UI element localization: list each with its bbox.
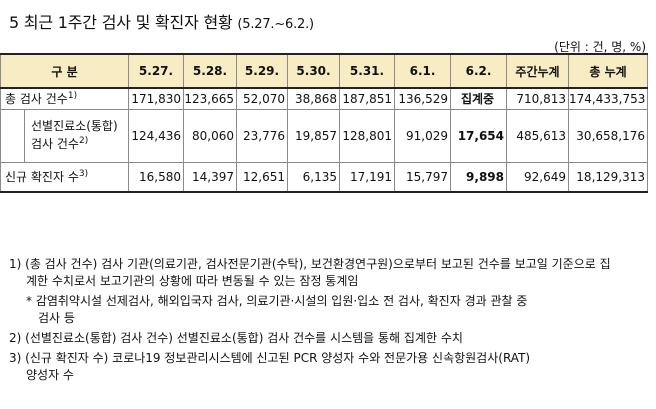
title-main: 5 최근 1주간 검사 및 확진자 현황	[9, 13, 238, 32]
table-cell-highlight: 9,898	[450, 161, 508, 193]
table-row-total-tests: 총 검사 건수1) 171,830 123,665 52,070 38,868 …	[0, 87, 649, 110]
table-header-row: 구 분 5.27. 5.28. 5.29. 5.30. 5.31. 6.1. 6…	[0, 53, 649, 89]
header-cell: 6.2.	[450, 53, 508, 89]
table-cell: 18,129,313	[568, 161, 649, 193]
table-cell: 124,436	[128, 108, 185, 163]
title-period: (5.27.~6.2.)	[237, 17, 314, 32]
header-cell: 6.1.	[394, 53, 452, 89]
table-cell: 92,649	[506, 161, 570, 193]
header-weekly-total: 주간누계	[506, 53, 570, 89]
table-cell: 80,060	[183, 108, 238, 163]
header-cell: 5.31.	[339, 53, 396, 89]
footnote-3: 3) (신규 확진자 수) 코로나19 정보관리시스템에 신고된 PCR 양성자…	[9, 351, 531, 382]
header-cell: 5.29.	[236, 53, 289, 89]
footnotes: 1) (총 검사 건수) 검사 기관(의료기관, 검사전문기관(수탁), 보건환…	[9, 256, 649, 387]
table-cell: 15,797	[394, 161, 452, 193]
table-cell: 128,801	[339, 108, 396, 163]
table-cell: 16,580	[128, 161, 185, 193]
header-cell: 5.30.	[287, 53, 341, 89]
stats-table: 구 분 5.27. 5.28. 5.29. 5.30. 5.31. 6.1. 6…	[0, 53, 649, 193]
table-cell: 30,658,176	[568, 108, 649, 163]
table-cell: 91,029	[394, 108, 452, 163]
unit-label: (단위 : 건, 명, %)	[554, 40, 646, 54]
table-cell: 485,613	[506, 108, 570, 163]
table-cell-highlight: 17,654	[450, 108, 508, 163]
row-label: 총 검사 건수1)	[0, 87, 130, 110]
section-title: 5 최근 1주간 검사 및 확진자 현황 (5.27.~6.2.)	[9, 9, 314, 33]
footnote-1: 1) (총 검사 건수) 검사 기관(의료기관, 검사전문기관(수탁), 보건환…	[9, 257, 611, 288]
table-cell: 19,857	[287, 108, 341, 163]
table-cell: 14,397	[183, 161, 238, 193]
table-cell: 136,529	[394, 87, 452, 110]
table-cell: 23,776	[236, 108, 289, 163]
header-cell: 5.27.	[128, 53, 185, 89]
footnote-2: 2) (선별진료소(통합) 검사 건수) 선별진료소(통합) 검사 건수를 시스…	[9, 331, 463, 345]
table-cell: 710,813	[506, 87, 570, 110]
footnote-1-detail: * 감염취약시설 선제검사, 해외입국자 검사, 의료기관·시설의 입원·입소 …	[26, 294, 528, 325]
table-cell: 38,868	[287, 87, 341, 110]
row-label: 신규 확진자 수3)	[0, 161, 130, 193]
table-cell: 123,665	[183, 87, 238, 110]
indent-cell	[0, 109, 25, 162]
table-row-new-confirmed: 신규 확진자 수3) 16,580 14,397 12,651 6,135 17…	[0, 161, 649, 193]
table-cell-pending: 집계중	[450, 87, 508, 110]
header-cell: 5.28.	[183, 53, 238, 89]
table-cell: 52,070	[236, 87, 289, 110]
row-label: 선별진료소(통합) 검사 건수2)	[23, 108, 130, 163]
table-row-screening-tests: 선별진료소(통합) 검사 건수2) 124,436 80,060 23,776 1…	[0, 108, 649, 163]
header-cumulative-total: 총 누계	[568, 53, 649, 89]
table-cell: 17,191	[339, 161, 396, 193]
table-cell: 174,433,753	[568, 87, 649, 110]
table-cell: 187,851	[339, 87, 396, 110]
table-cell: 171,830	[128, 87, 185, 110]
table-cell: 12,651	[236, 161, 289, 193]
table-cell: 6,135	[287, 161, 341, 193]
header-category: 구 분	[0, 53, 130, 89]
